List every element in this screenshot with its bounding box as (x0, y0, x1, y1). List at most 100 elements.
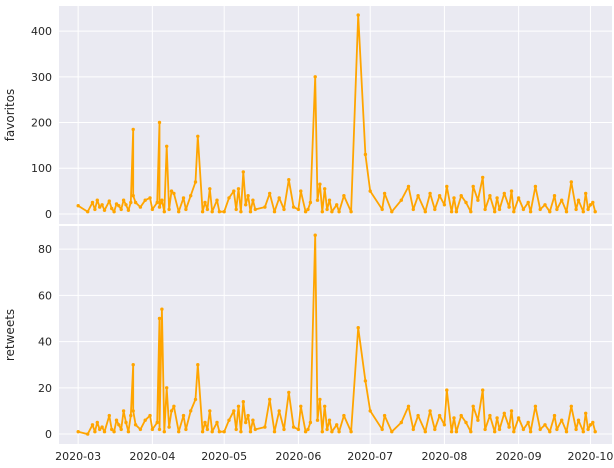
data-point (521, 207, 526, 212)
x-tick-label: 2020-05 (201, 450, 247, 463)
data-point (548, 430, 552, 434)
data-point (564, 430, 569, 434)
data-point (495, 196, 499, 200)
data-point (308, 200, 313, 205)
data-point (342, 194, 346, 198)
data-point (110, 427, 114, 432)
data-point (215, 420, 219, 425)
data-point (533, 184, 538, 189)
data-point (349, 210, 353, 214)
data-point (131, 363, 135, 367)
data-point (148, 196, 152, 200)
data-point (502, 191, 506, 196)
data-point (308, 420, 313, 425)
data-point (588, 203, 593, 207)
data-point (126, 208, 131, 212)
data-point (263, 425, 267, 429)
data-point (184, 207, 188, 212)
data-point (131, 127, 135, 132)
data-point (227, 196, 231, 200)
data-point (205, 427, 210, 432)
data-point (445, 184, 449, 189)
data-point (248, 430, 253, 434)
data-point (100, 203, 104, 207)
data-point (299, 189, 303, 193)
data-point (454, 430, 459, 434)
data-point (576, 198, 581, 202)
data-point (155, 420, 159, 425)
data-point (497, 207, 502, 212)
data-point (291, 205, 296, 209)
data-point (227, 418, 231, 422)
data-point (325, 207, 329, 212)
data-point (464, 420, 468, 425)
data-point (234, 207, 238, 212)
data-point (356, 13, 360, 17)
data-point (167, 425, 171, 429)
data-point (533, 404, 538, 408)
data-point (516, 196, 521, 200)
y-tick-label: 200 (31, 117, 52, 130)
data-point (368, 409, 372, 413)
data-point (291, 425, 296, 429)
data-point (98, 205, 102, 209)
data-point (157, 316, 162, 321)
data-point (181, 196, 186, 200)
data-point (459, 413, 463, 418)
data-point (177, 430, 181, 434)
data-point (416, 194, 420, 198)
retweets-panel: 0 20 40 60 80 2020-03 2020-04 2020-05 2020-06 202… (3, 226, 613, 463)
data-point (416, 413, 420, 418)
data-point (552, 194, 557, 198)
data-point (239, 430, 243, 434)
data-point (303, 430, 308, 434)
data-point (528, 430, 533, 434)
data-point (110, 206, 114, 211)
data-point (210, 430, 214, 434)
data-point (471, 404, 475, 408)
y-tick-label: 60 (38, 289, 52, 302)
data-point (86, 432, 90, 436)
data-point (591, 420, 595, 425)
y-tick-label: 0 (45, 208, 52, 221)
data-point (76, 430, 80, 434)
data-point (121, 198, 126, 202)
data-point (172, 191, 176, 196)
data-point (100, 425, 104, 429)
data-point (380, 207, 384, 212)
data-point (526, 420, 530, 425)
data-point (380, 427, 384, 432)
data-point (521, 427, 526, 432)
data-point (560, 198, 564, 202)
data-point (287, 178, 291, 182)
data-point (143, 198, 147, 202)
data-point (538, 207, 542, 212)
data-point (560, 418, 564, 422)
data-point (193, 397, 198, 402)
data-point (282, 427, 286, 432)
data-point (90, 423, 95, 427)
data-point (584, 191, 588, 196)
data-point (251, 198, 255, 202)
data-point (454, 210, 459, 214)
data-point (433, 427, 437, 432)
data-point (239, 210, 243, 214)
data-point (241, 400, 245, 404)
data-point (117, 204, 121, 208)
data-point (313, 75, 317, 79)
data-point (459, 194, 463, 198)
data-point (102, 430, 107, 434)
data-point (210, 210, 214, 214)
data-point (493, 210, 497, 214)
plot-area (59, 6, 612, 224)
data-point (165, 144, 169, 148)
data-point (481, 175, 485, 180)
data-point (411, 427, 415, 432)
data-point (138, 205, 143, 209)
data-point (507, 425, 511, 429)
data-point (526, 200, 530, 205)
data-point (593, 210, 597, 214)
data-point (325, 427, 329, 432)
data-point (442, 203, 447, 207)
data-point (574, 427, 578, 432)
